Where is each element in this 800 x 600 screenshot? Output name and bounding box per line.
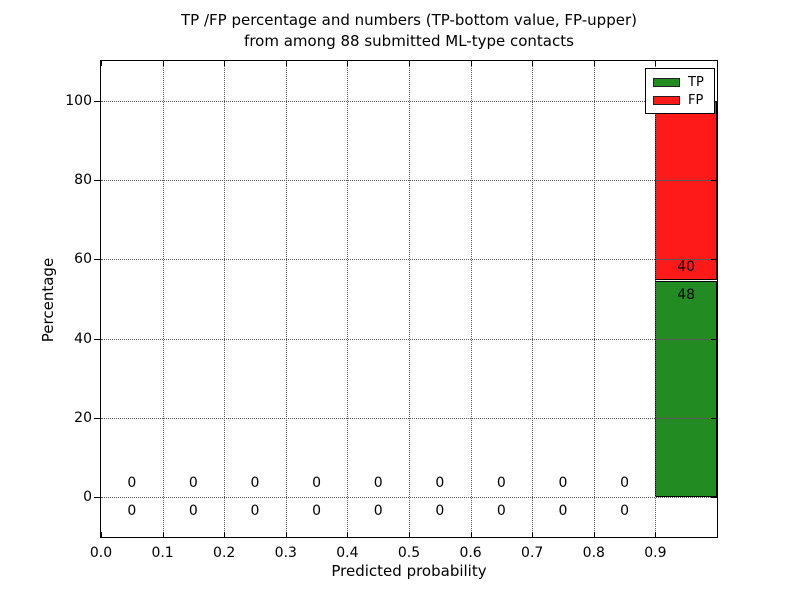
legend-entry-tp: TP xyxy=(653,76,714,89)
y-axis-right-tick xyxy=(711,338,717,340)
gridline-vertical xyxy=(532,61,534,537)
x-axis-top-tick xyxy=(285,61,287,66)
y-tick-label: 80 xyxy=(74,172,92,188)
x-axis-top-tick xyxy=(224,61,226,66)
legend: TP FP xyxy=(645,68,715,114)
x-tick-label: 0.1 xyxy=(151,545,174,561)
x-tick-label: 0.7 xyxy=(521,545,544,561)
gridline-vertical xyxy=(347,61,349,537)
tp-count-label: 0 xyxy=(312,503,322,520)
y-axis-right-tick xyxy=(711,418,717,419)
bar-segment-fp xyxy=(655,100,717,280)
x-tick-label: 0.4 xyxy=(336,545,359,561)
legend-label-fp: FP xyxy=(688,92,704,108)
gridline-vertical xyxy=(285,61,287,537)
fp-count-label: 0 xyxy=(620,475,630,492)
x-axis-top-tick xyxy=(470,61,472,66)
tp-count-label: 0 xyxy=(435,503,445,520)
fp-count-label: 0 xyxy=(558,475,568,492)
fp-count-label: 0 xyxy=(373,475,383,492)
tp-count-label: 0 xyxy=(250,503,260,520)
fp-count-label: 40 xyxy=(677,258,696,275)
y-tick-label: 100 xyxy=(65,92,92,109)
gridline-vertical xyxy=(470,61,472,537)
y-axis-right-tick xyxy=(711,259,717,261)
chart-title: TP /FP percentage and numbers (TP-bottom… xyxy=(100,10,718,52)
x-axis-top-tick xyxy=(532,61,534,66)
gridline-vertical xyxy=(655,61,657,537)
y-axis-tick xyxy=(94,497,100,499)
y-axis-right-tick xyxy=(711,180,717,181)
tp-count-label: 0 xyxy=(188,503,198,520)
x-axis-tick xyxy=(593,532,595,537)
chart-title-line1: TP /FP percentage and numbers (TP-bottom… xyxy=(181,11,637,29)
tp-count-label: 0 xyxy=(496,503,506,520)
tp-count-label: 48 xyxy=(677,286,696,303)
y-axis-right-tick xyxy=(711,497,717,499)
y-axis-tick xyxy=(94,418,100,419)
x-axis-top-tick xyxy=(347,61,349,66)
x-axis-top-tick xyxy=(101,61,102,66)
y-tick-label: 60 xyxy=(74,251,92,268)
legend-label-tp: TP xyxy=(688,74,704,90)
plot-area: TP FP 0 0 0 0 0 0 0 0 0 0 0 0 0 0 0 0 0 0 40 48 xyxy=(100,60,718,538)
x-axis-tick xyxy=(532,532,534,537)
x-axis-tick xyxy=(655,532,657,537)
gridline-vertical xyxy=(224,61,226,537)
fp-count-label: 0 xyxy=(127,475,137,492)
tp-count-label: 0 xyxy=(373,503,383,520)
x-tick-label: 0.8 xyxy=(582,545,605,561)
fp-count-label: 0 xyxy=(250,475,260,492)
fp-count-label: 0 xyxy=(435,475,445,492)
gridline-vertical xyxy=(409,61,410,537)
x-axis-tick xyxy=(101,532,102,537)
x-axis-tick xyxy=(224,532,226,537)
y-axis-tick xyxy=(94,338,100,340)
legend-swatch-tp xyxy=(653,77,680,87)
fp-count-label: 0 xyxy=(312,475,322,492)
tp-count-label: 0 xyxy=(558,503,568,520)
x-tick-label: 0.2 xyxy=(213,545,236,561)
x-axis-top-tick xyxy=(593,61,595,66)
x-axis-top-tick xyxy=(162,61,164,66)
chart-title-line2: from among 88 submitted ML-type contacts xyxy=(244,32,574,50)
x-axis-tick xyxy=(285,532,287,537)
x-axis-label: Predicted probability xyxy=(331,562,487,580)
y-tick-label: 20 xyxy=(74,410,92,426)
fp-count-label: 0 xyxy=(496,475,506,492)
legend-entry-fp: FP xyxy=(653,94,714,107)
x-axis-tick xyxy=(347,532,349,537)
x-axis-top-tick xyxy=(409,61,410,66)
fp-count-label: 0 xyxy=(188,475,198,492)
x-tick-label: 0.5 xyxy=(397,545,421,561)
x-tick-label: 0.9 xyxy=(644,545,667,561)
tp-count-label: 0 xyxy=(620,503,630,520)
y-tick-label: 40 xyxy=(74,330,92,347)
legend-swatch-fp xyxy=(653,95,680,105)
gridline-vertical xyxy=(593,61,595,537)
y-axis-tick xyxy=(94,180,100,181)
y-axis-tick xyxy=(94,100,100,102)
x-tick-label: 0.6 xyxy=(459,545,482,561)
x-tick-label: 0.3 xyxy=(274,545,297,561)
y-axis-tick xyxy=(94,259,100,261)
tp-count-label: 0 xyxy=(127,503,137,520)
y-tick-label: 0 xyxy=(83,489,92,506)
x-tick-label: 0.0 xyxy=(89,545,113,561)
x-axis-tick xyxy=(470,532,472,537)
x-axis-top-tick xyxy=(655,61,657,66)
x-axis-tick xyxy=(162,532,164,537)
x-axis-tick xyxy=(409,532,410,537)
y-axis-label: Percentage xyxy=(39,257,57,343)
gridline-vertical xyxy=(162,61,164,537)
bar-segment-tp xyxy=(655,280,717,498)
